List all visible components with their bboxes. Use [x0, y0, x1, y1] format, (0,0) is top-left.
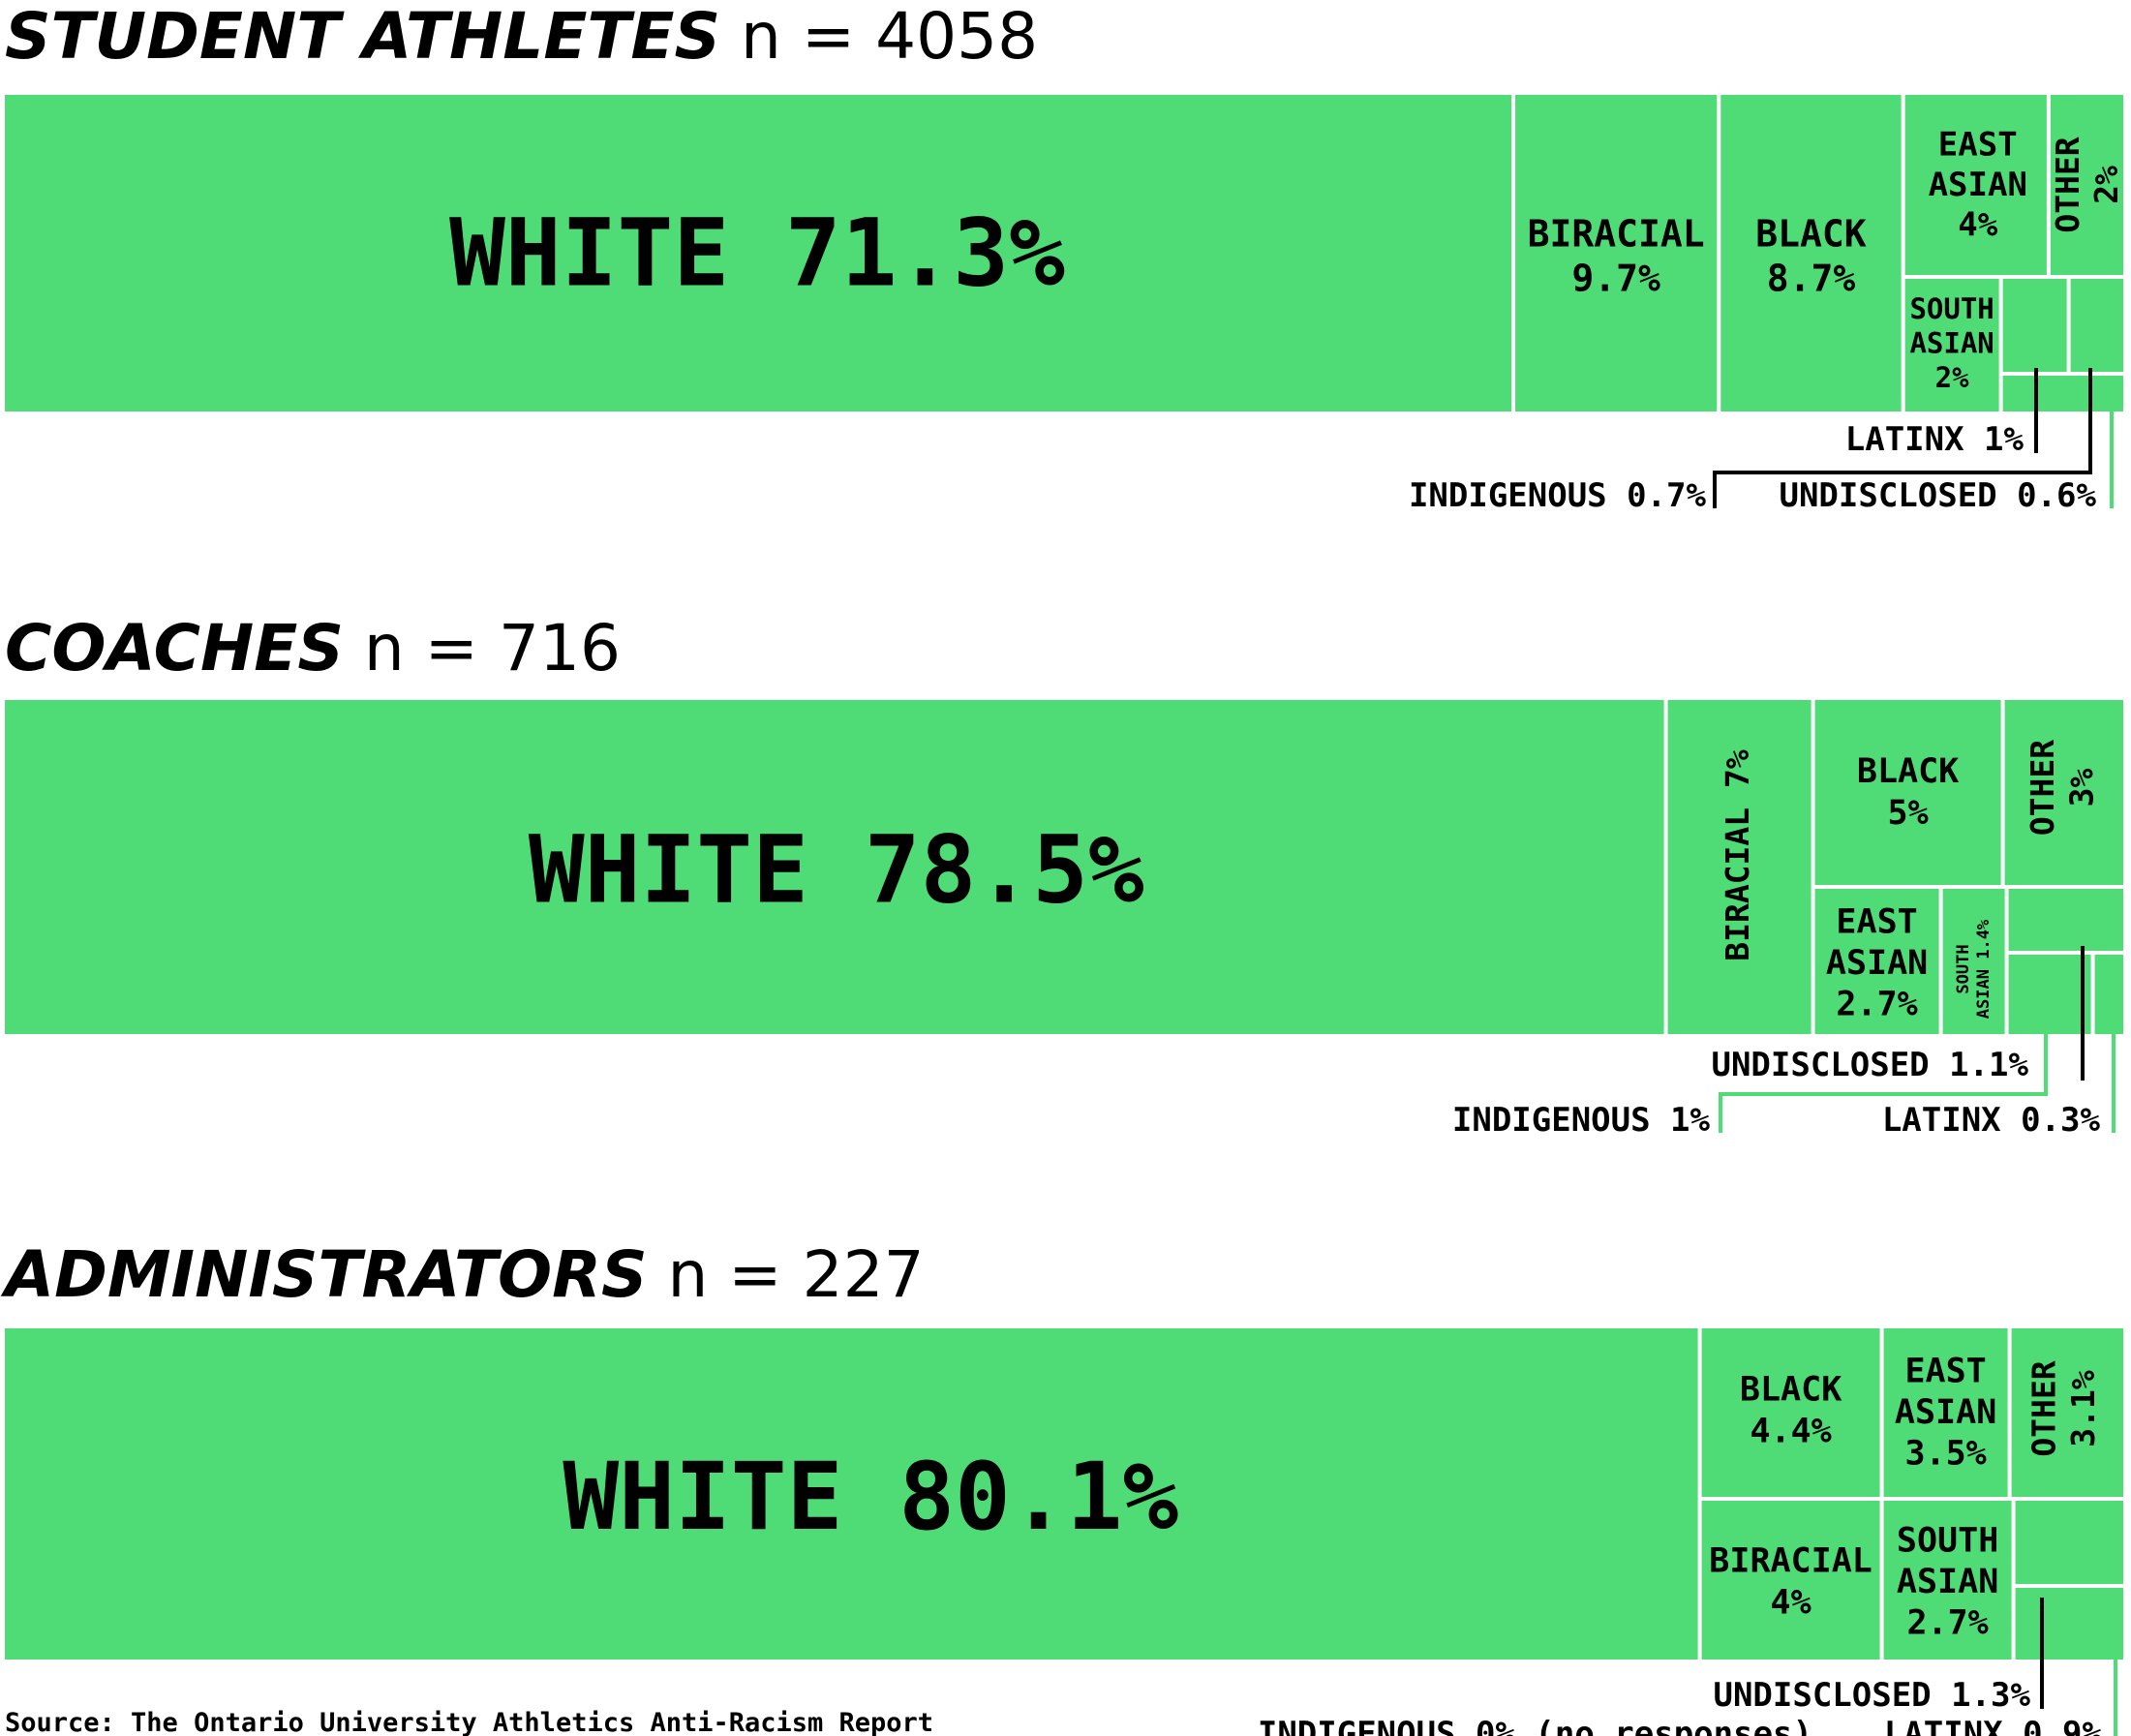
source-note: Source: The Ontario University Athletics… [5, 1708, 933, 1736]
tile-indigenous [2008, 889, 2123, 951]
tile-white [5, 700, 1664, 1034]
label-south-asian: SOUTH ASIAN 2% [1909, 292, 1994, 394]
label-indigenous: INDIGENOUS 1% [1452, 1101, 1711, 1140]
tile-biracial [1667, 700, 1811, 1034]
label-biracial: BIRACIAL 9.7% [1528, 212, 1705, 299]
tile-black [1814, 700, 2001, 885]
tile-south-asian [1942, 889, 2005, 1034]
tile-latinx [2094, 955, 2123, 1034]
label-east-asian: EAST ASIAN 2.7% [1826, 902, 1928, 1023]
tile-black [1701, 1328, 1880, 1497]
tile-east-asian [1814, 889, 1939, 1034]
tile-south-asian [1883, 1501, 2012, 1660]
label-white: WHITE 80.1% [563, 1443, 1178, 1551]
tile-biracial [1515, 95, 1718, 411]
leader-indigenous [1713, 368, 2092, 508]
label-latinx: LATINX 1% [1845, 420, 2024, 459]
leader-indigenous [1719, 1034, 2048, 1133]
label-indigenous: INDIGENOUS 0% (no responses) [1258, 1715, 1812, 1736]
tile-undisclosed [2015, 1501, 2123, 1584]
tile-latinx [2002, 279, 2067, 372]
label-biracial: BIRACIAL 4% [1709, 1542, 1872, 1623]
tile-other [2050, 95, 2123, 275]
chart-title-student-athletes: STUDENT ATHLETES n = 4058 [5, 0, 1038, 74]
tile-biracial [1701, 1501, 1880, 1660]
tile-other [2011, 1328, 2123, 1497]
label-south-asian: SOUTHASIAN 1.4% [1954, 919, 1994, 1019]
tile-undisclosed [2008, 955, 2091, 1034]
label-other: OTHER3.1% [2025, 1360, 2102, 1456]
tile-undisclosed [2070, 279, 2123, 372]
tile-indigenous [2002, 376, 2123, 411]
label-east-asian: EAST ASIAN 3.5% [1895, 1352, 1996, 1473]
chart-title-administrators: ADMINISTRATORS n = 227 [0, 1237, 925, 1312]
tile-black [1720, 95, 1902, 411]
tile-latinx [2015, 1588, 2123, 1660]
label-black: BLACK 5% [1857, 752, 1959, 833]
label-white: WHITE 71.3% [449, 199, 1065, 308]
label-other: OTHER2% [2049, 137, 2125, 232]
tile-white [5, 95, 1512, 411]
label-indigenous: INDIGENOUS 0.7% [1409, 476, 1707, 515]
label-undisclosed: UNDISCLOSED 1.1% [1711, 1046, 2028, 1084]
tile-east-asian [1904, 95, 2047, 275]
label-latinx: LATINX 0.3% [1882, 1101, 2101, 1140]
label-black: BLACK 4.4% [1740, 1371, 1842, 1451]
label-other: OTHER3% [2024, 740, 2100, 836]
label-white: WHITE 78.5% [529, 816, 1144, 925]
label-south-asian: SOUTH ASIAN 2.7% [1897, 1521, 1998, 1642]
tile-white [5, 1328, 1698, 1660]
chart-title-coaches: COACHES n = 716 [5, 611, 621, 685]
tile-south-asian [1904, 279, 1999, 411]
label-undisclosed: UNDISCLOSED 0.6% [1779, 476, 2096, 515]
tile-other [2004, 700, 2123, 885]
label-latinx: LATINX 0.9% [1884, 1715, 2103, 1736]
label-undisclosed: UNDISCLOSED 1.3% [1713, 1676, 2030, 1715]
label-black: BLACK 8.7% [1755, 212, 1867, 299]
label-biracial: BIRACIAL 7% [1719, 749, 1756, 961]
label-east-asian: EAST ASIAN 4% [1929, 126, 2027, 245]
tile-east-asian [1883, 1328, 2008, 1497]
